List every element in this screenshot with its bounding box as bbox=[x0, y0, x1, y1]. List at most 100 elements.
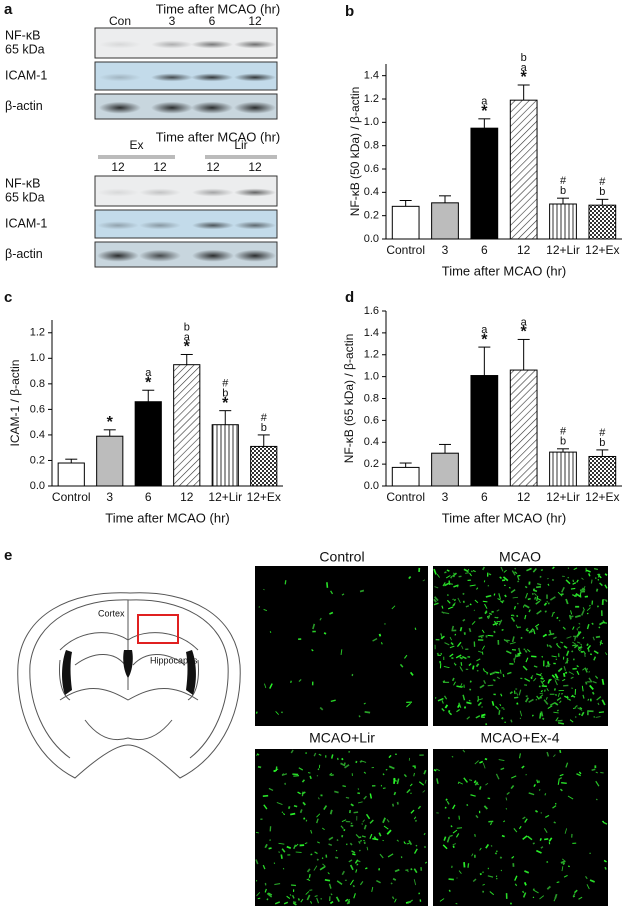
cell-signal bbox=[444, 571, 447, 574]
cell-signal bbox=[542, 717, 545, 721]
cell-signal bbox=[345, 796, 350, 799]
cell-signal bbox=[461, 655, 467, 660]
cell-signal bbox=[598, 620, 605, 626]
cell-signal bbox=[551, 655, 557, 658]
cell-signal bbox=[274, 883, 281, 886]
significance-mark: a bbox=[481, 324, 488, 336]
cell-signal bbox=[554, 893, 558, 899]
cell-signal bbox=[456, 641, 462, 648]
cell-signal bbox=[478, 786, 482, 790]
x-axis-label: Time after MCAO (hr) bbox=[442, 510, 566, 525]
cell-signal bbox=[414, 819, 418, 822]
blot-band bbox=[97, 221, 139, 230]
cell-signal bbox=[298, 679, 302, 682]
lane-label: 3 bbox=[169, 14, 176, 28]
cell-signal bbox=[531, 714, 534, 717]
cell-signal bbox=[452, 572, 458, 578]
x-tick-label: 12 bbox=[517, 243, 531, 257]
cell-signal bbox=[595, 780, 600, 787]
cell-signal bbox=[262, 864, 266, 870]
cell-signal bbox=[476, 658, 481, 662]
cell-signal bbox=[569, 719, 574, 723]
cell-signal bbox=[585, 681, 588, 685]
cell-signal bbox=[505, 650, 512, 655]
cell-signal bbox=[579, 706, 583, 710]
cell-signal bbox=[256, 891, 261, 897]
significance-mark: * bbox=[184, 339, 191, 356]
cell-signal bbox=[573, 644, 579, 649]
cell-signal bbox=[521, 765, 525, 769]
y-tick-label: 0.2 bbox=[364, 210, 379, 222]
cell-signal bbox=[522, 816, 526, 820]
blot-band bbox=[234, 221, 276, 230]
cell-signal bbox=[255, 859, 259, 865]
y-tick-label: 1.2 bbox=[364, 93, 379, 105]
cell-signal bbox=[572, 644, 577, 647]
blot-band bbox=[192, 188, 234, 197]
cell-signal bbox=[479, 872, 482, 876]
cell-signal bbox=[500, 566, 504, 572]
cell-signal bbox=[452, 804, 456, 810]
cell-signal bbox=[352, 853, 356, 856]
cell-signal bbox=[470, 570, 473, 573]
cell-signal bbox=[341, 593, 345, 596]
cell-signal bbox=[533, 889, 539, 894]
cell-signal bbox=[408, 575, 412, 580]
cell-signal bbox=[462, 694, 466, 701]
cell-signal bbox=[391, 605, 396, 610]
cell-signal bbox=[474, 599, 479, 604]
cell-signal bbox=[501, 600, 505, 603]
cell-signal bbox=[349, 842, 353, 846]
cell-signal bbox=[355, 869, 358, 873]
cell-signal bbox=[516, 692, 519, 696]
cell-signal bbox=[591, 768, 596, 772]
cell-signal bbox=[510, 775, 517, 779]
cell-signal bbox=[491, 671, 496, 675]
y-tick-label: 0.6 bbox=[364, 163, 379, 175]
cell-signal bbox=[501, 628, 504, 631]
cell-signal bbox=[596, 696, 602, 701]
cell-signal bbox=[372, 838, 379, 841]
cell-signal bbox=[334, 790, 339, 794]
cell-signal bbox=[456, 827, 463, 829]
cell-signal bbox=[393, 777, 396, 784]
cell-signal bbox=[540, 846, 544, 849]
cell-signal bbox=[327, 872, 330, 875]
cell-signal bbox=[533, 665, 538, 668]
cell-signal bbox=[266, 892, 273, 898]
cell-signal bbox=[314, 851, 318, 855]
cell-signal bbox=[422, 790, 426, 793]
cell-signal bbox=[318, 753, 322, 756]
cell-signal bbox=[557, 667, 563, 673]
cell-signal bbox=[572, 893, 576, 897]
cell-signal bbox=[559, 788, 563, 792]
cell-signal bbox=[581, 685, 584, 692]
cell-signal bbox=[324, 878, 331, 882]
cell-signal bbox=[349, 879, 354, 886]
cell-signal bbox=[263, 608, 268, 612]
x-tick-label: 12 bbox=[180, 490, 194, 504]
cell-signal bbox=[592, 636, 595, 641]
cell-signal bbox=[484, 757, 488, 761]
cell-signal bbox=[595, 798, 598, 801]
cell-signal bbox=[457, 597, 461, 604]
cell-signal bbox=[512, 614, 515, 617]
cell-signal bbox=[529, 628, 534, 634]
cell-signal bbox=[474, 760, 479, 765]
cell-signal bbox=[578, 771, 582, 775]
cell-signal bbox=[492, 679, 495, 681]
cell-signal bbox=[286, 895, 291, 899]
cell-signal bbox=[485, 843, 490, 849]
blot-band bbox=[97, 188, 139, 197]
cell-signal bbox=[525, 592, 528, 599]
image-title: MCAO+Ex-4 bbox=[481, 730, 560, 746]
significance-mark: b bbox=[222, 388, 228, 400]
cell-signal bbox=[591, 622, 594, 625]
cell-signal bbox=[487, 684, 494, 687]
cell-signal bbox=[476, 587, 479, 590]
cell-signal bbox=[446, 569, 450, 572]
cell-signal bbox=[448, 889, 451, 892]
cell-signal bbox=[462, 618, 466, 622]
cell-signal bbox=[514, 571, 518, 575]
cell-signal bbox=[311, 649, 314, 652]
